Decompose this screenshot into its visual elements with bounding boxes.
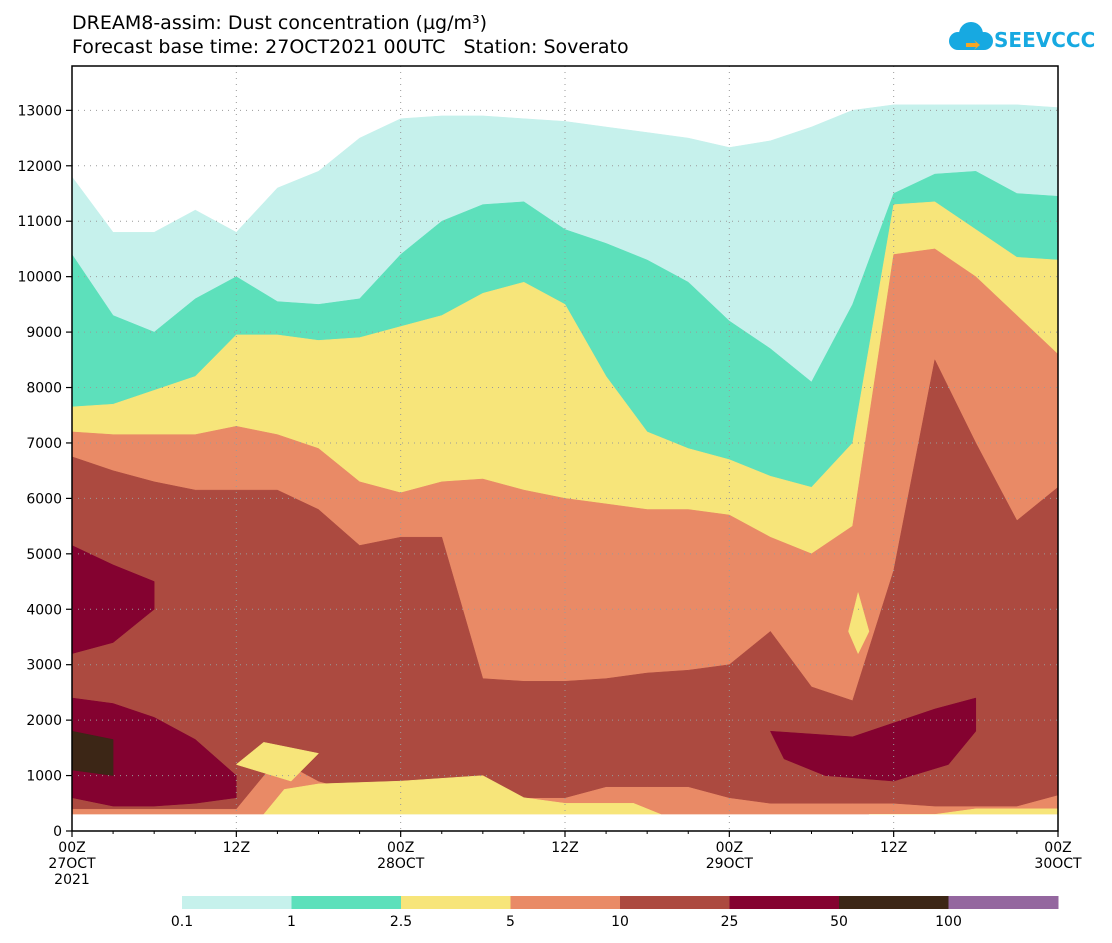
- y-tick-label: 11000: [17, 214, 62, 230]
- legend-swatch: [401, 896, 511, 909]
- x-tick-label: 27OCT: [48, 856, 96, 872]
- legend-swatch: [182, 896, 292, 909]
- seevccc-logo: SEEVCCC: [949, 22, 1095, 52]
- legend-label: 25: [721, 914, 739, 930]
- legend-label: 5: [506, 914, 515, 930]
- y-tick-label: 8000: [26, 381, 62, 397]
- chart-title: DREAM8-assim: Dust concentration (µg/m³): [72, 12, 488, 34]
- legend-label: 10: [611, 914, 629, 930]
- y-tick-label: 9000: [26, 325, 62, 341]
- legend-swatch: [620, 896, 730, 909]
- x-tick-label: 29OCT: [706, 856, 754, 872]
- contour-patch-25: [769, 697, 977, 782]
- legend-label: 1: [287, 914, 296, 930]
- x-tick-label: 00Z: [387, 840, 414, 856]
- y-tick-label: 0: [53, 824, 62, 840]
- y-tick-label: 2000: [26, 713, 62, 729]
- contour-patch-25: [72, 545, 155, 654]
- x-tick-label: 12Z: [223, 840, 250, 856]
- legend-label: 50: [830, 914, 848, 930]
- contour-patch-2.5: [848, 591, 870, 655]
- legend-label: 2.5: [390, 914, 412, 930]
- y-tick-label: 12000: [17, 159, 62, 175]
- y-tick-label: 4000: [26, 602, 62, 618]
- contour-patch-2.5: [235, 742, 320, 782]
- color-legend: 0.1 1 2.5 5 10 25 50 100: [171, 896, 1059, 930]
- x-tick-label: 30OCT: [1034, 856, 1082, 872]
- legend-swatch: [510, 896, 621, 909]
- legend-swatch: [729, 896, 840, 909]
- chart-subtitle: Forecast base time: 27OCT2021 00UTC Stat…: [72, 36, 629, 58]
- x-tick-label: 28OCT: [377, 856, 425, 872]
- cloud-icon: [949, 22, 993, 50]
- x-tick-label: 12Z: [880, 840, 907, 856]
- y-tick-label: 6000: [26, 491, 62, 507]
- y-tick-label: 7000: [26, 436, 62, 452]
- x-tick-label: 00Z: [716, 840, 743, 856]
- x-tick-label: 00Z: [1044, 840, 1071, 856]
- y-axis: 0 1000 2000 3000 4000 5000 6000 7000 8000 9000 100…: [17, 103, 72, 840]
- legend-swatch: [291, 896, 402, 909]
- x-tick-label: 2021: [54, 872, 90, 888]
- grid-lines: [72, 66, 1058, 831]
- y-tick-label: 5000: [26, 547, 62, 563]
- legend-label: 0.1: [171, 914, 193, 930]
- x-tick-label: 12Z: [551, 840, 578, 856]
- y-tick-label: 13000: [17, 103, 62, 119]
- contour-patch-2.5: [263, 775, 661, 815]
- contour-layer-50: [72, 730, 114, 776]
- logo-text: SEEVCCC: [994, 28, 1095, 52]
- contour-layer-25: [72, 697, 237, 807]
- y-tick-label: 3000: [26, 658, 62, 674]
- x-tick-label: 00Z: [58, 840, 85, 856]
- legend-swatch: [948, 896, 1059, 909]
- legend-swatch: [839, 896, 949, 909]
- y-tick-label: 1000: [26, 769, 62, 785]
- y-tick-label: 10000: [17, 270, 62, 286]
- legend-label: 100: [935, 914, 962, 930]
